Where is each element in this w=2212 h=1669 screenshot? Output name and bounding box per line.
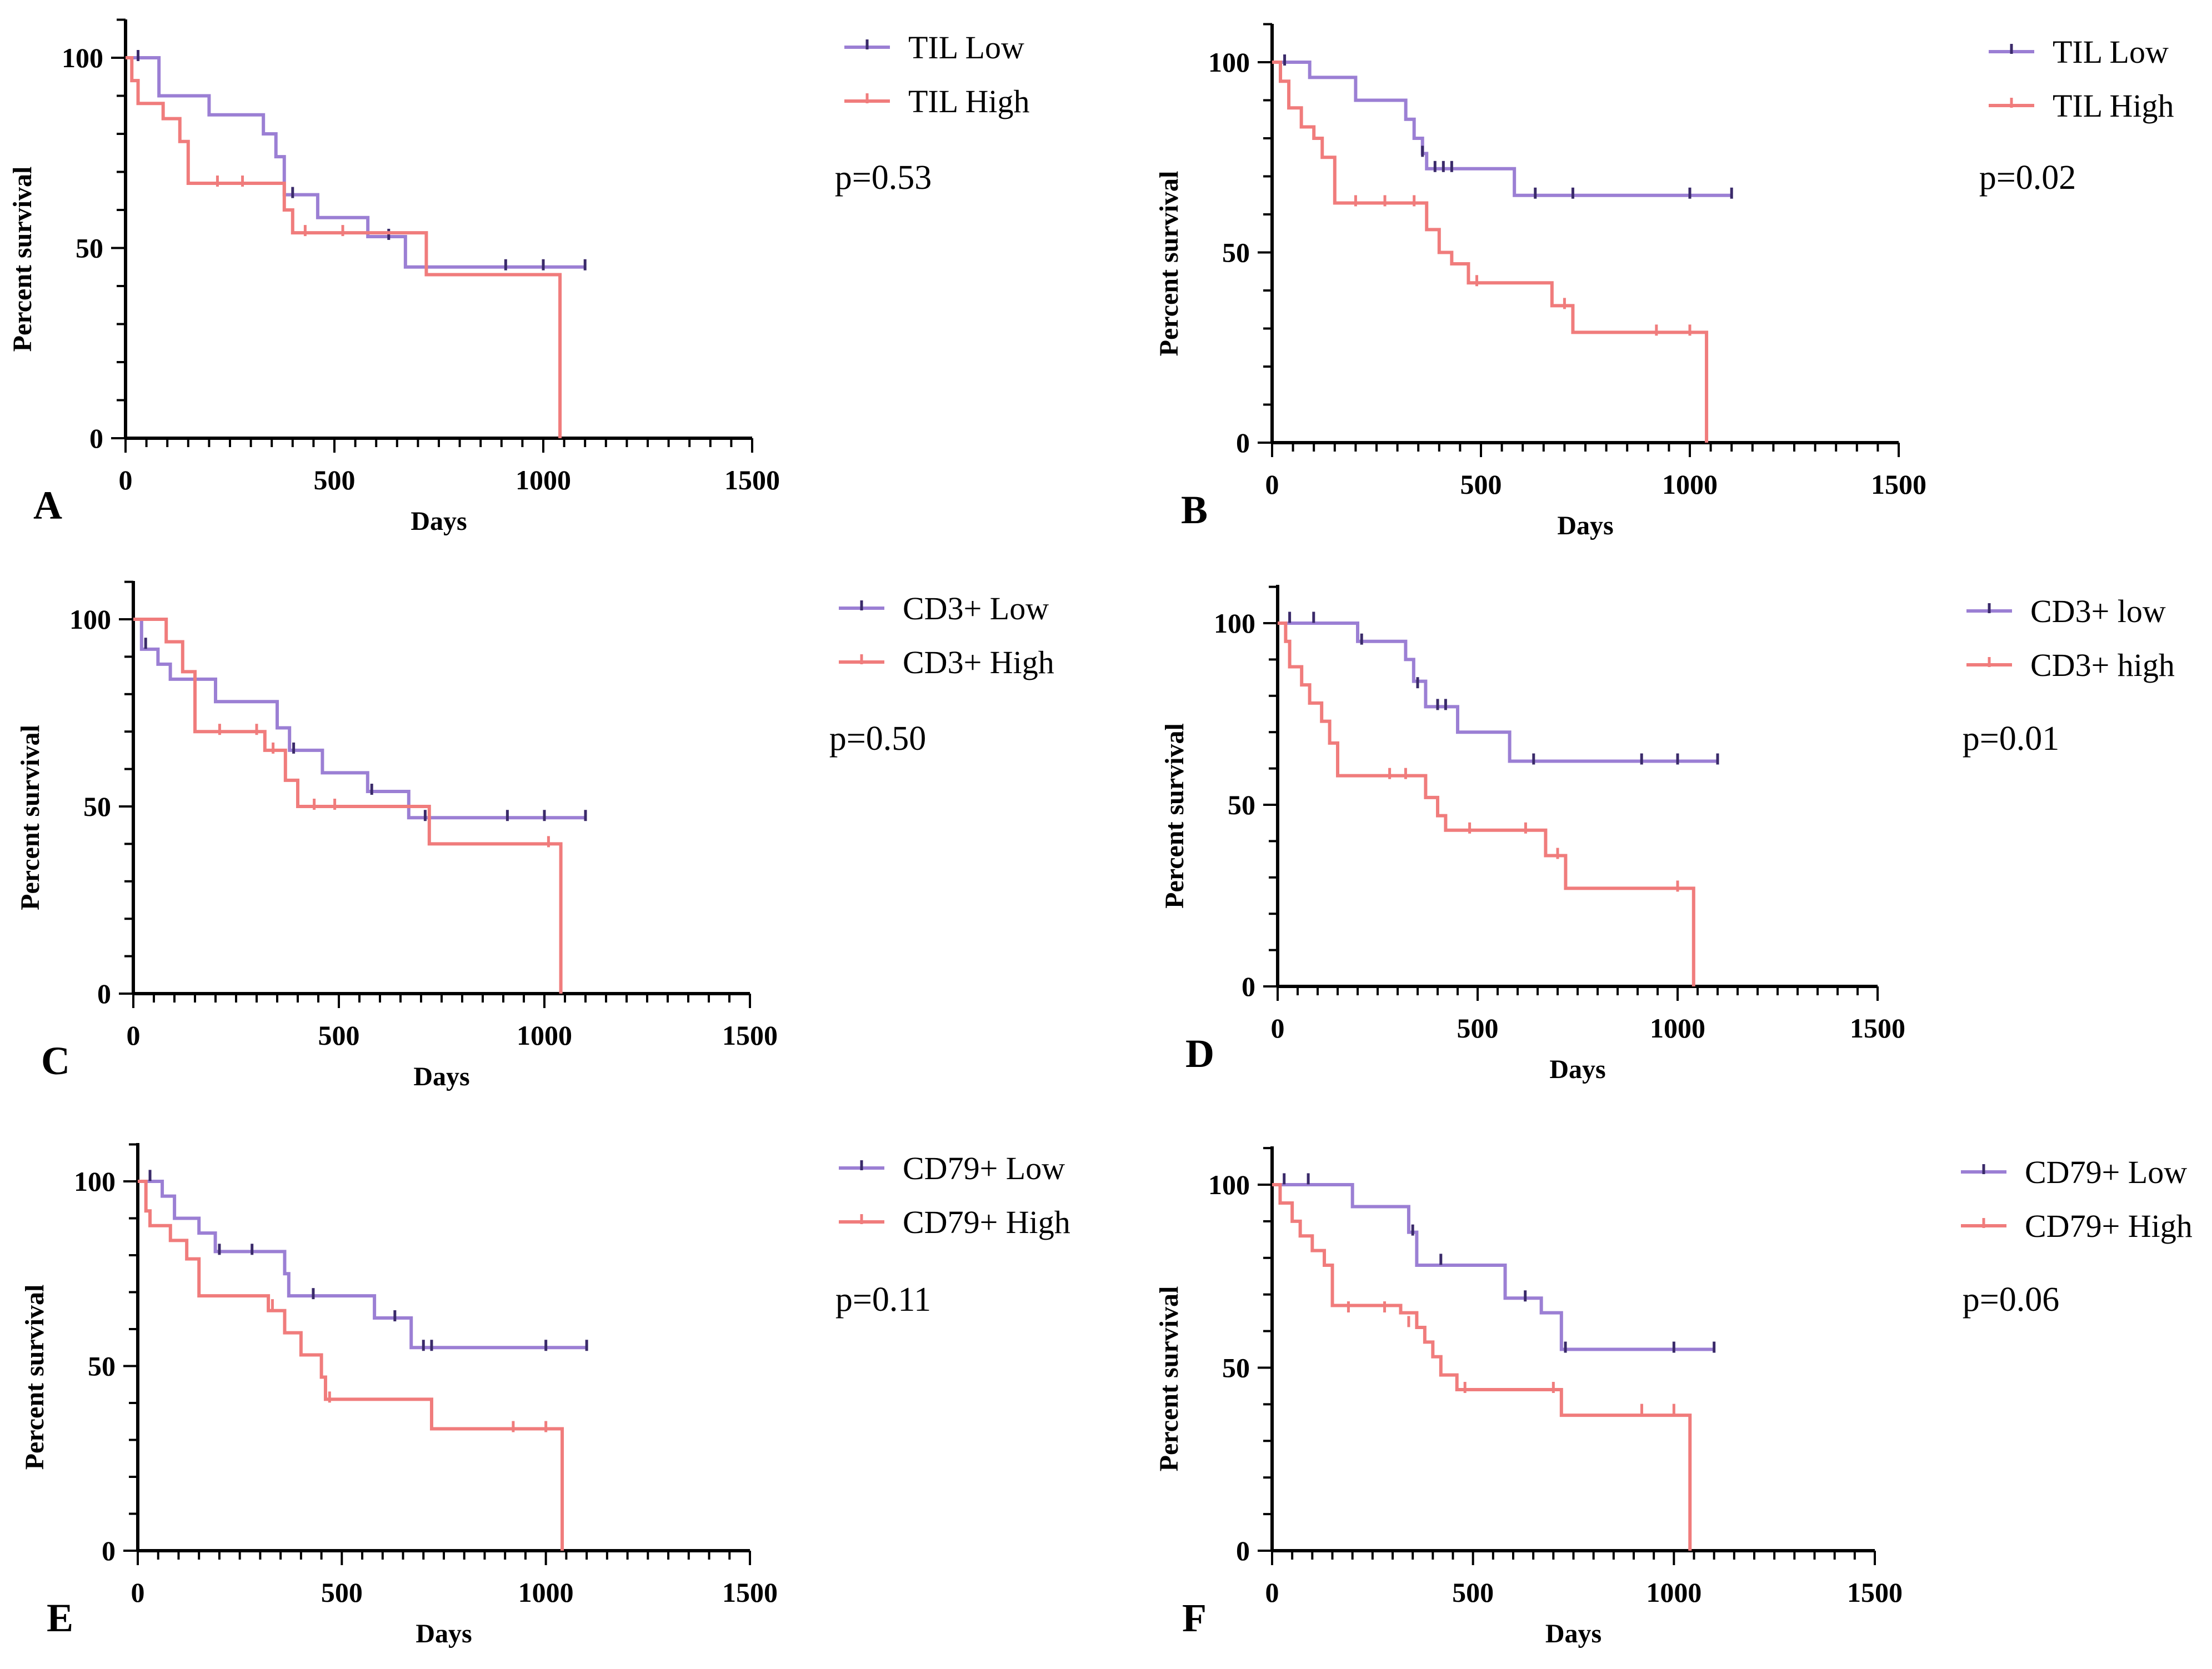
- x-tick-label: 1000: [518, 1577, 574, 1608]
- x-tick-label: 1500: [722, 1577, 778, 1608]
- x-tick-label: 0: [119, 464, 133, 495]
- panel-c: 0 500 1000 1500 0 50 100 Days Percent survival C C…: [16, 580, 1054, 1091]
- x-tick-label: 1000: [1650, 1013, 1705, 1044]
- legend-label: CD79+ High: [903, 1204, 1070, 1240]
- p-value: p=0.11: [835, 1281, 931, 1319]
- y-axis-title: Percent survival: [8, 167, 37, 352]
- legend-label: CD79+ Low: [2025, 1154, 2187, 1190]
- y-tick-label: 50: [1222, 237, 1250, 268]
- y-tick-label: 100: [62, 42, 103, 73]
- series-line-high: [126, 56, 562, 438]
- x-axis-title: Days: [413, 1062, 469, 1091]
- panel-letter: C: [41, 1039, 70, 1083]
- x-tick-label: 1500: [1850, 1013, 1905, 1044]
- panel-letter: A: [33, 483, 62, 528]
- series-line-low: [138, 1180, 587, 1350]
- y-tick-label: 50: [76, 233, 103, 264]
- y-tick-label: 100: [74, 1166, 116, 1197]
- legend-label: TIL Low: [908, 29, 1024, 66]
- panel-b: 0 500 1000 1500 0 50 100 Days Percent survival B T…: [1154, 23, 2174, 540]
- panel-f: 0 500 1000 1500 0 50 100 Days Percent survival F C…: [1154, 1146, 2193, 1648]
- legend-label: CD79+ High: [2025, 1208, 2193, 1244]
- x-axis-title: Days: [1557, 511, 1613, 540]
- series-line-low: [1278, 622, 1718, 763]
- y-tick-label: 100: [1208, 1169, 1250, 1200]
- p-value: p=0.06: [1963, 1281, 2059, 1319]
- legend-label: CD3+ low: [2030, 593, 2166, 629]
- legend-label: CD3+ high: [2030, 647, 2175, 683]
- p-value: p=0.01: [1963, 720, 2059, 758]
- series-line-low: [126, 56, 585, 269]
- y-axis-title: Percent survival: [16, 725, 45, 910]
- x-axis-title: Days: [1549, 1055, 1605, 1084]
- x-tick-label: 500: [314, 464, 356, 495]
- x-tick-label: 0: [131, 1577, 145, 1608]
- series-line-high: [1278, 622, 1695, 986]
- series-line-high: [1272, 1183, 1692, 1551]
- x-tick-label: 1000: [1662, 469, 1718, 500]
- legend-label: TIL Low: [2053, 34, 2169, 70]
- y-axis-title: Percent survival: [20, 1285, 49, 1470]
- x-tick-label: 1500: [724, 464, 780, 495]
- series-line-high: [1272, 61, 1709, 443]
- p-value: p=0.50: [829, 720, 926, 758]
- y-axis-title: Percent survival: [1154, 171, 1184, 357]
- series-line-high: [133, 618, 563, 994]
- x-tick-label: 0: [1271, 1013, 1285, 1044]
- panel-letter: D: [1185, 1031, 1214, 1076]
- y-tick-label: 0: [102, 1535, 116, 1566]
- x-tick-label: 500: [1452, 1577, 1494, 1608]
- x-tick-label: 1000: [1646, 1577, 1701, 1608]
- legend-label: CD79+ Low: [903, 1150, 1065, 1186]
- y-tick-label: 100: [1208, 47, 1250, 78]
- p-value: p=0.53: [835, 159, 932, 197]
- y-tick-label: 100: [69, 604, 111, 635]
- x-axis-title: Days: [416, 1619, 472, 1648]
- series-line-low: [1272, 61, 1732, 197]
- y-tick-label: 50: [1228, 789, 1255, 820]
- panel-letter: B: [1181, 488, 1208, 532]
- y-tick-label: 100: [1214, 608, 1255, 639]
- legend-label: CD3+ Low: [903, 590, 1049, 626]
- series-line-low: [1272, 1183, 1714, 1351]
- x-tick-label: 500: [318, 1020, 360, 1051]
- x-tick-label: 1500: [722, 1020, 778, 1051]
- legend-label: CD3+ High: [903, 644, 1054, 680]
- y-axis-title: Percent survival: [1160, 723, 1189, 909]
- panel-e: 0 500 1000 1500 0 50 100 Days Percent survival E C…: [20, 1143, 1070, 1648]
- y-tick-label: 50: [88, 1351, 116, 1382]
- panel-letter: E: [47, 1596, 73, 1640]
- x-tick-label: 0: [1265, 469, 1279, 500]
- panel-d: 0 500 1000 1500 0 50 100 Days Percent survival D C…: [1160, 585, 2175, 1084]
- x-tick-label: 500: [1460, 469, 1502, 500]
- x-tick-label: 500: [1457, 1013, 1499, 1044]
- x-tick-label: 1500: [1847, 1577, 1903, 1608]
- series-line-low: [133, 618, 585, 820]
- y-tick-label: 0: [89, 423, 103, 454]
- p-value: p=0.02: [1979, 159, 2076, 197]
- series-line-high: [138, 1180, 564, 1551]
- y-tick-label: 50: [1222, 1352, 1250, 1384]
- y-tick-label: 0: [97, 978, 111, 1009]
- y-tick-label: 0: [1236, 1535, 1250, 1566]
- y-tick-label: 0: [1236, 427, 1250, 458]
- x-tick-label: 0: [1265, 1577, 1279, 1608]
- legend-label: TIL High: [2053, 88, 2174, 124]
- x-tick-label: 1500: [1871, 469, 1926, 500]
- x-axis-title: Days: [1545, 1619, 1602, 1648]
- x-tick-label: 1000: [517, 1020, 572, 1051]
- x-tick-label: 500: [321, 1577, 363, 1608]
- y-axis-title: Percent survival: [1154, 1286, 1184, 1472]
- panel-a: 0 500 1000 1500 0 50 100 Days Percent survival A T…: [8, 18, 1030, 536]
- y-tick-label: 0: [1242, 971, 1255, 1002]
- panel-letter: F: [1182, 1596, 1207, 1640]
- x-tick-label: 0: [127, 1020, 141, 1051]
- y-tick-label: 50: [83, 791, 111, 822]
- x-tick-label: 1000: [516, 464, 571, 495]
- x-axis-title: Days: [411, 507, 467, 536]
- legend-label: TIL High: [908, 83, 1030, 119]
